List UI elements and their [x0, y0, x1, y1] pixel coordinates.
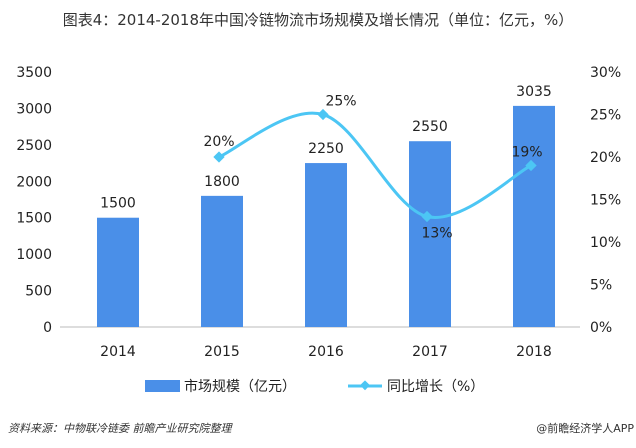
- bar: [513, 105, 555, 327]
- growth-line: [218, 111, 532, 219]
- line-data-label: 19%: [511, 145, 542, 161]
- line-data-label: 25%: [325, 94, 356, 110]
- x-tick-label: 2015: [204, 344, 240, 360]
- y-right-tick-label: 25%: [590, 108, 621, 124]
- y-right-tick-label: 30%: [590, 65, 621, 81]
- bar-data-label: 1500: [100, 196, 136, 212]
- bar-data-label: 2550: [412, 119, 448, 135]
- x-tick-label: 2018: [516, 344, 552, 360]
- source-note: 资料来源：中物联冷链委 前瞻产业研究院整理: [8, 422, 232, 435]
- y-left-tick-label: 3500: [16, 65, 52, 81]
- line-marker: [317, 108, 329, 121]
- x-tick-label: 2017: [412, 344, 448, 360]
- chart-title: 图表4：2014-2018年中国冷链物流市场规模及增长情况（单位：亿元，%）: [62, 11, 574, 29]
- credit-note: @前瞻经济学人APP: [536, 422, 634, 435]
- line-data-label: 20%: [203, 134, 234, 150]
- y-right-tick-label: 20%: [590, 150, 621, 166]
- legend-label-bar: 市场规模（亿元）: [184, 378, 296, 395]
- bar-data-label: 2250: [308, 141, 344, 157]
- y-left-tick-label: 1500: [16, 211, 52, 227]
- y-left-tick-label: 500: [25, 284, 52, 300]
- y-left-tick-label: 2000: [16, 174, 52, 190]
- bar: [305, 163, 347, 327]
- y-right-tick-label: 15%: [590, 193, 621, 209]
- y-right-tick-label: 5%: [590, 278, 612, 294]
- x-tick-label: 2016: [308, 344, 344, 360]
- bar: [409, 141, 451, 327]
- bar: [97, 217, 139, 327]
- bar-data-label: 3035: [516, 84, 552, 100]
- y-left-tick-label: 0: [43, 320, 52, 336]
- line-marker: [213, 151, 225, 163]
- y-right-tick-label: 0%: [590, 320, 612, 336]
- line-marker: [525, 159, 537, 172]
- x-tick-label: 2014: [100, 344, 136, 360]
- y-left-tick-label: 3000: [16, 101, 52, 117]
- legend-swatch-bar: [145, 380, 180, 392]
- legend-marker-line: [360, 380, 370, 391]
- y-right-tick-label: 10%: [590, 235, 621, 251]
- y-left-tick-label: 2500: [16, 138, 52, 154]
- line-marker: [421, 210, 433, 223]
- legend-label-line: 同比增长（%）: [387, 379, 484, 395]
- line-data-label: 13%: [421, 226, 452, 242]
- bar: [201, 195, 243, 327]
- y-left-tick-label: 1000: [16, 247, 52, 263]
- bar-data-label: 1800: [204, 174, 240, 190]
